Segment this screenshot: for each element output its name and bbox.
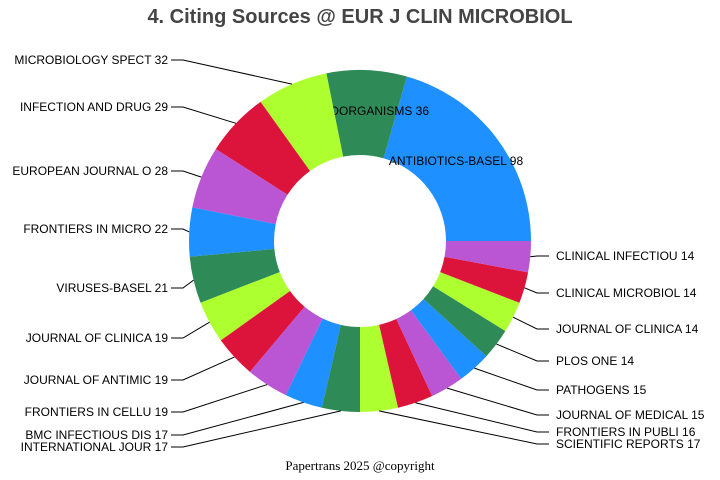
slice-label: JOURNAL OF CLINICA 14 [556, 322, 699, 336]
leader-line [474, 367, 549, 391]
donut-slice [215, 101, 311, 195]
donut-slice [423, 286, 506, 357]
chart-title: 4. Citing Sources @ EUR J CLIN MICROBIOL [147, 6, 573, 28]
donut-slice [440, 256, 529, 303]
slice-label: ANTIBIOTICS-BASEL 98 [389, 154, 524, 168]
leader-line [379, 410, 549, 445]
slice-label: FRONTIERS IN CELLU 19 [25, 405, 169, 419]
leader-line [171, 384, 268, 413]
slice-label: EUROPEAN JOURNAL O 28 [12, 164, 168, 178]
donut-slice [285, 318, 341, 408]
slice-label: JOURNAL OF MEDICAL 15 [556, 408, 705, 422]
slice-label: JOURNAL OF ANTIMIC 19 [24, 373, 169, 387]
slice-label: INTERNATIONAL JOUR 17 [21, 440, 169, 454]
slice-label: JOURNAL OF CLINICA 19 [26, 331, 169, 345]
leader-line [171, 59, 293, 85]
slice-label: INFECTION AND DRUG 29 [20, 100, 168, 114]
copyright-footer: Papertrans 2025 @copyright [285, 458, 435, 473]
leader-line [415, 402, 549, 433]
leader-line [512, 316, 549, 330]
slice-label: SCIENTIFIC REPORTS 17 [556, 437, 701, 451]
donut-slice [383, 76, 531, 241]
donut-slice [396, 310, 462, 397]
slice-label: PLOS ONE 14 [556, 354, 634, 368]
donut-slice [192, 149, 288, 225]
leader-line [496, 343, 549, 362]
slice-label: CLINICAL MICROBIOL 14 [556, 286, 697, 300]
donut-slice [189, 207, 276, 257]
leader-line [171, 321, 210, 339]
slice-label: BMC INFECTIOUS DIS 17 [25, 428, 168, 442]
slice-label: PATHOGENS 15 [556, 383, 647, 397]
donut-slice [260, 73, 344, 172]
donut-slice [433, 272, 520, 332]
donut-slice [379, 318, 433, 408]
leader-line [171, 279, 194, 289]
leader-line [171, 410, 341, 448]
leader-line [530, 255, 549, 258]
slice-label: CLINICAL INFECTIOU 14 [556, 249, 695, 263]
leader-line [171, 170, 202, 178]
donut-slice [410, 298, 487, 379]
leader-line [171, 228, 190, 233]
leader-line [171, 106, 237, 124]
leader-line [446, 387, 549, 416]
slice-label: MICROBIOLOGY SPECT 32 [14, 53, 168, 67]
donut-slice [249, 306, 323, 396]
donut-slice [200, 272, 291, 341]
donut-slice [444, 241, 531, 273]
donut-slice [220, 290, 305, 372]
leader-line [171, 356, 235, 381]
donut-slice [360, 324, 399, 412]
donut-slice [189, 248, 280, 303]
donut-slice [326, 70, 407, 159]
leader-line [171, 401, 304, 436]
slice-label: FRONTIERS IN MICRO 22 [23, 222, 168, 236]
slice-label: VIRUSES-BASEL 21 [56, 281, 168, 295]
leader-line [524, 287, 549, 294]
slice-label: FRONTIERS IN PUBLI 16 [556, 425, 696, 439]
donut-slice [321, 324, 360, 412]
